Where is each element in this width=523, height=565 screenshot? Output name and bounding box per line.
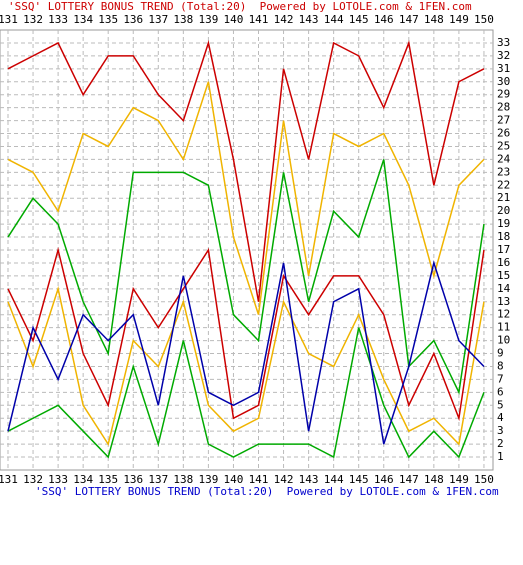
x-tick-label: 150 [474,13,494,26]
x-tick-label: 134 [73,13,93,26]
series-line [7,40,485,302]
y-tick-label: 11 [497,321,510,334]
y-tick-label: 24 [497,152,511,165]
x-tick-label: 145 [349,473,369,486]
y-tick-label: 10 [497,334,510,347]
series-line [7,159,485,395]
series-line [7,327,485,459]
y-tick-label: 8 [497,359,504,372]
x-tick-label: 131 [0,13,18,26]
x-tick-label: 135 [98,473,118,486]
y-tick-label: 33 [497,36,510,49]
x-tick-label: 136 [123,13,143,26]
y-tick-label: 2 [497,437,504,450]
y-tick-label: 27 [497,114,510,127]
x-tick-label: 147 [399,473,419,486]
y-tick-label: 14 [497,282,511,295]
y-tick-label: 26 [497,127,510,140]
y-tick-label: 16 [497,256,510,269]
x-tick-label: 138 [173,473,193,486]
x-tick-label: 141 [249,13,269,26]
y-tick-label: 19 [497,217,510,230]
x-tick-label: 149 [449,13,469,26]
y-tick-label: 20 [497,204,510,217]
x-tick-label: 139 [198,473,218,486]
y-tick-label: 9 [497,347,504,360]
y-tick-label: 12 [497,308,510,321]
x-tick-label: 137 [148,13,168,26]
x-tick-label: 146 [374,473,394,486]
y-tick-label: 25 [497,139,510,152]
y-tick-label: 7 [497,372,504,385]
y-tick-label: 31 [497,62,510,75]
x-tick-label: 147 [399,13,419,26]
series-line [7,247,485,422]
x-tick-label: 139 [198,13,218,26]
x-tick-label: 142 [274,473,294,486]
series-line [7,81,485,315]
y-tick-label: 30 [497,75,510,88]
x-tick-label: 144 [324,473,344,486]
x-tick-label: 133 [48,473,68,486]
y-tick-label: 29 [497,88,510,101]
y-tick-label: 1 [497,450,504,463]
y-tick-label: 13 [497,295,510,308]
x-tick-label: 140 [224,13,244,26]
x-tick-label: 136 [123,473,143,486]
x-tick-label: 142 [274,13,294,26]
x-tick-label: 148 [424,473,444,486]
y-tick-label: 18 [497,230,510,243]
x-tick-label: 140 [224,473,244,486]
series-line [7,260,485,445]
x-tick-label: 150 [474,473,494,486]
x-tick-label: 137 [148,473,168,486]
x-tick-label: 132 [23,473,43,486]
y-tick-label: 23 [497,165,510,178]
x-tick-label: 144 [324,13,344,26]
y-tick-label: 5 [497,398,504,411]
chart-title: 'SSQ' LOTTERY BONUS TREND (Total:20) Pow… [8,0,472,13]
x-tick-label: 145 [349,13,369,26]
x-tick-label: 138 [173,13,193,26]
y-tick-label: 22 [497,178,510,191]
x-tick-label: 131 [0,473,18,486]
y-tick-label: 17 [497,243,510,256]
x-tick-label: 132 [23,13,43,26]
y-tick-label: 6 [497,385,504,398]
x-tick-label: 135 [98,13,118,26]
y-tick-label: 32 [497,49,510,62]
x-tick-label: 146 [374,13,394,26]
x-tick-label: 149 [449,473,469,486]
y-tick-label: 4 [497,411,504,424]
x-tick-label: 134 [73,473,93,486]
x-tick-label: 143 [299,13,319,26]
chart-footer: 'SSQ' LOTTERY BONUS TREND (Total:20) Pow… [35,485,499,498]
y-tick-label: 28 [497,101,510,114]
x-tick-label: 148 [424,13,444,26]
y-tick-label: 21 [497,191,510,204]
x-tick-label: 141 [249,473,269,486]
x-tick-label: 133 [48,13,68,26]
y-tick-label: 3 [497,424,504,437]
y-tick-label: 15 [497,269,510,282]
x-tick-label: 143 [299,473,319,486]
series-line [7,285,485,446]
